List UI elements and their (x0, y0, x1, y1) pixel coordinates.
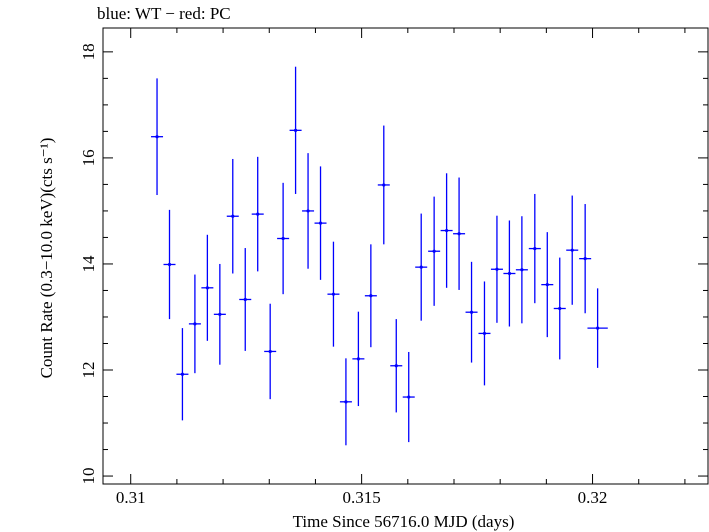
point-marker (596, 326, 600, 330)
point-marker (167, 262, 172, 267)
data-point (440, 173, 453, 288)
data-point (176, 328, 189, 421)
data-point (339, 358, 352, 446)
point-marker (281, 236, 285, 241)
axis-ticks (103, 28, 708, 484)
data-point (239, 248, 252, 351)
data-point (503, 220, 516, 327)
data-point (364, 244, 377, 348)
data-point (453, 177, 466, 290)
data-point (213, 263, 226, 365)
point-marker (231, 214, 235, 218)
data-point (289, 66, 302, 194)
point-marker (469, 310, 474, 314)
point-marker (331, 292, 336, 296)
point-marker (243, 297, 247, 302)
y-tick-label: 18 (79, 43, 98, 60)
y-tick-label: 16 (79, 149, 98, 166)
point-marker (205, 286, 209, 290)
data-point (163, 209, 176, 320)
data-point (377, 125, 390, 245)
point-marker (268, 349, 272, 354)
data-point (465, 261, 478, 363)
point-marker (306, 209, 310, 213)
x-tick-label: 0.315 (343, 488, 381, 507)
axis-tick-labels: 0.31 0.315 0.32 10 12 14 16 18 (79, 43, 607, 507)
point-marker (507, 271, 512, 276)
plot-frame (102, 27, 709, 485)
x-tick-label: 0.32 (578, 488, 608, 507)
data-point (579, 204, 592, 314)
point-marker (256, 212, 260, 216)
y-tick-label: 12 (79, 362, 98, 379)
data-point (490, 215, 503, 323)
point-marker (218, 312, 222, 316)
x-tick-label: 0.31 (116, 488, 146, 507)
data-point (528, 193, 541, 304)
point-marker (369, 294, 373, 298)
point-marker (570, 248, 574, 252)
y-tick-label: 10 (79, 468, 98, 485)
point-marker (445, 228, 449, 233)
data-point (201, 234, 214, 341)
data-point (226, 158, 239, 274)
data-point (151, 78, 164, 196)
data-point (541, 232, 554, 338)
point-marker (180, 372, 185, 376)
x-axis-title: Time Since 56716.0 MJD (days) (293, 512, 515, 531)
point-marker (193, 322, 197, 326)
data-point (352, 311, 365, 407)
data-point (302, 153, 315, 269)
point-marker (482, 331, 487, 336)
data-point (390, 319, 403, 413)
data-point (264, 303, 277, 400)
data-point (327, 241, 340, 347)
chart-title: blue: WT − red: PC (97, 4, 231, 23)
data-point (553, 257, 566, 360)
data-point (478, 281, 491, 386)
data-point (515, 216, 528, 324)
point-marker (318, 221, 323, 225)
point-marker (356, 357, 360, 361)
point-marker (344, 400, 348, 404)
point-marker (495, 267, 499, 271)
point-marker (382, 183, 386, 187)
point-marker (558, 306, 562, 311)
point-marker (155, 135, 159, 139)
point-marker (293, 128, 298, 132)
point-marker (394, 364, 398, 368)
data-point (402, 351, 415, 443)
point-marker (533, 246, 537, 251)
y-tick-label: 14 (79, 255, 98, 273)
point-marker (432, 249, 436, 253)
point-marker (520, 268, 524, 272)
data-point (188, 274, 201, 374)
point-marker (407, 395, 411, 399)
data-point (566, 195, 579, 305)
data-point (587, 288, 608, 368)
data-point (415, 213, 428, 321)
data-points (151, 66, 608, 446)
point-marker (545, 283, 549, 287)
y-axis-title: Count Rate (0.3−10.0 keV)(cts s⁻¹) (37, 138, 56, 379)
point-marker (457, 232, 461, 236)
data-point (277, 182, 290, 295)
data-point (251, 156, 264, 272)
data-point (314, 166, 327, 280)
point-marker (583, 257, 587, 261)
data-point (428, 196, 441, 306)
point-marker (419, 265, 423, 269)
